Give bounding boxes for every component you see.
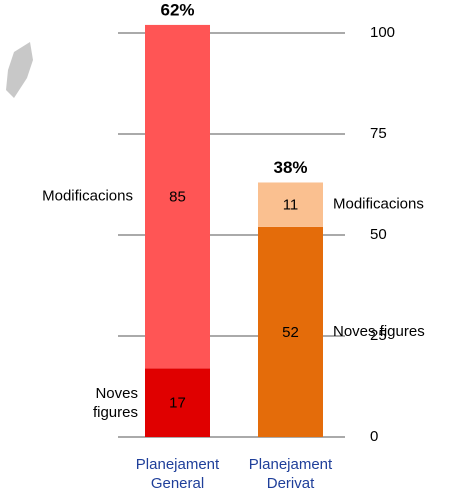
y-tick-label: 50 bbox=[370, 226, 387, 243]
bar-segment bbox=[145, 24, 210, 369]
value-label: 11 bbox=[283, 197, 299, 214]
y-tick-label: 100 bbox=[370, 24, 395, 41]
total-label: 62% bbox=[160, 0, 194, 19]
value-label: 52 bbox=[282, 324, 299, 341]
bar-segment bbox=[258, 226, 323, 437]
segment-name: Modificacions bbox=[333, 196, 424, 213]
bar-segment bbox=[258, 182, 323, 227]
segment-name: Noves figures bbox=[92, 384, 138, 421]
map-icon bbox=[6, 42, 33, 98]
segment-name: Modificacions bbox=[42, 188, 133, 205]
y-tick-label: 0 bbox=[370, 428, 378, 445]
x-tick-label: Planejament Derivat bbox=[248, 456, 333, 492]
x-tick-label: Planejament General bbox=[135, 456, 220, 492]
value-label: 17 bbox=[169, 395, 186, 412]
segment-name: Noves figures bbox=[333, 323, 425, 340]
value-label: 85 bbox=[169, 189, 186, 206]
y-tick-label: 75 bbox=[370, 125, 387, 142]
bar-segment bbox=[145, 368, 210, 437]
y-tick-label: 25 bbox=[370, 327, 387, 344]
total-label: 38% bbox=[273, 158, 307, 177]
